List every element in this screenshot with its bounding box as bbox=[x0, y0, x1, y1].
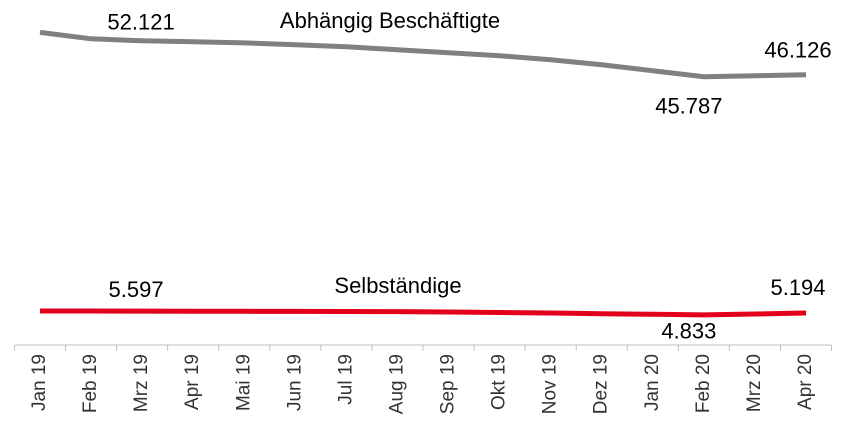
series-label: Selbständige bbox=[334, 273, 461, 298]
x-tick-label: Okt 19 bbox=[489, 354, 510, 410]
data-label: 45.787 bbox=[655, 94, 722, 119]
data-label: 46.126 bbox=[764, 38, 831, 63]
x-tick-label: Apr 19 bbox=[182, 354, 203, 410]
data-label: 5.194 bbox=[770, 275, 825, 300]
x-tick-label: Jan 19 bbox=[29, 354, 50, 411]
x-tick-label: Feb 19 bbox=[80, 354, 101, 413]
x-tick-label: Apr 20 bbox=[795, 354, 816, 410]
x-tick-label: Feb 20 bbox=[693, 354, 714, 413]
x-tick-label: Jan 20 bbox=[642, 354, 663, 411]
x-tick-label: Sep 19 bbox=[438, 354, 459, 414]
line-series bbox=[39, 308, 807, 318]
x-tick-label: Nov 19 bbox=[540, 354, 561, 414]
data-label: 52.121 bbox=[107, 10, 174, 35]
x-tick-label: Mrz 20 bbox=[744, 354, 765, 412]
x-tick-label: Mai 19 bbox=[233, 354, 254, 411]
data-label: 4.833 bbox=[661, 319, 716, 344]
data-label: 5.597 bbox=[109, 277, 164, 302]
x-tick-label: Mrz 19 bbox=[131, 354, 152, 412]
x-tick-label: Jul 19 bbox=[335, 354, 356, 405]
x-tick-label: Aug 19 bbox=[386, 354, 407, 414]
x-tick-label: Dez 19 bbox=[591, 354, 612, 414]
line-series bbox=[39, 29, 807, 80]
x-tick-label: Jun 19 bbox=[284, 354, 305, 411]
series-label: Abhängig Beschäftigte bbox=[280, 8, 500, 33]
